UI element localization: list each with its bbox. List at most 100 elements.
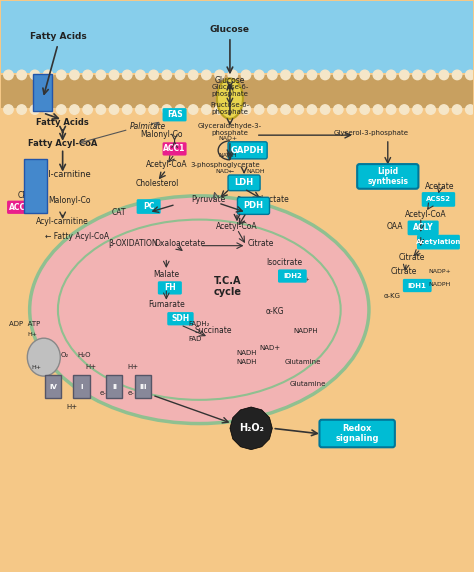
Text: Glucose: Glucose [210,25,250,34]
Circle shape [465,70,474,80]
Circle shape [4,105,13,114]
Circle shape [136,70,145,80]
Circle shape [360,105,369,114]
FancyBboxPatch shape [319,420,395,447]
Circle shape [83,105,92,114]
Text: FADH₂: FADH₂ [189,321,210,327]
Text: β-OXIDATION: β-OXIDATION [109,239,158,248]
Circle shape [201,105,211,114]
FancyBboxPatch shape [163,142,187,156]
Text: ADP  ATP: ADP ATP [9,321,41,327]
Ellipse shape [217,78,243,119]
Text: ACC1: ACC1 [164,144,186,153]
Circle shape [360,70,369,80]
Text: Citrate: Citrate [391,267,418,276]
Text: CAT: CAT [112,208,127,217]
FancyBboxPatch shape [1,1,473,73]
Circle shape [30,105,39,114]
Circle shape [307,70,317,80]
Circle shape [320,105,330,114]
Circle shape [70,70,79,80]
Circle shape [175,105,185,114]
Circle shape [109,70,118,80]
Circle shape [162,105,172,114]
FancyBboxPatch shape [228,175,260,190]
Circle shape [426,70,436,80]
FancyBboxPatch shape [1,75,473,92]
Circle shape [189,105,198,114]
Text: FAS: FAS [167,110,182,119]
Text: ← Fatty Acyl-CoA: ← Fatty Acyl-CoA [45,232,109,241]
Text: FH: FH [164,283,176,292]
Circle shape [43,70,53,80]
Circle shape [17,105,27,114]
Text: Pyruvate: Pyruvate [191,194,226,204]
FancyBboxPatch shape [107,375,122,399]
Circle shape [83,70,92,80]
Text: Oxaloacetate: Oxaloacetate [155,239,206,248]
Text: Acetyl-CoA: Acetyl-CoA [216,222,258,231]
Text: NADP+: NADP+ [428,269,451,274]
Circle shape [122,105,132,114]
Circle shape [465,105,474,114]
Text: IDH1: IDH1 [408,283,427,288]
Text: Acyl-carnitine: Acyl-carnitine [34,170,91,179]
FancyBboxPatch shape [167,312,194,325]
Text: Glucose-6-
phosphate: Glucose-6- phosphate [211,84,249,97]
Text: NADPH: NADPH [293,328,318,335]
Text: Succinate: Succinate [195,327,232,335]
Circle shape [30,70,39,80]
Circle shape [175,70,185,80]
Circle shape [56,105,66,114]
Text: OAA: OAA [387,222,403,231]
Circle shape [215,105,224,114]
Text: Malate: Malate [153,269,179,279]
Text: H+: H+ [85,364,97,370]
Text: e-: e- [128,390,134,396]
Circle shape [136,105,145,114]
Text: Malonyl-Co: Malonyl-Co [48,196,91,205]
FancyBboxPatch shape [24,160,47,213]
Text: Glucose: Glucose [215,76,245,85]
Text: Acetyl-CoA: Acetyl-CoA [405,210,447,219]
Circle shape [347,70,356,80]
Text: Glutamine: Glutamine [290,380,326,387]
Text: GAPDH: GAPDH [231,146,264,155]
Text: T.C.A
cycle: T.C.A cycle [214,276,242,297]
Text: Lactate: Lactate [260,194,289,204]
Circle shape [109,105,118,114]
Circle shape [201,70,211,80]
Circle shape [255,70,264,80]
FancyBboxPatch shape [158,281,182,295]
Text: NAD+: NAD+ [259,345,281,351]
Circle shape [400,70,409,80]
Text: PC: PC [143,202,155,211]
Circle shape [373,70,383,80]
Circle shape [413,105,422,114]
Circle shape [452,105,462,114]
Circle shape [386,105,396,114]
Text: Glycerol-3-phosphate: Glycerol-3-phosphate [334,130,409,136]
FancyBboxPatch shape [357,164,419,189]
Text: NADPH: NADPH [428,282,451,287]
FancyBboxPatch shape [137,199,161,214]
Text: Fatty Acyl-CoA: Fatty Acyl-CoA [28,139,97,148]
Circle shape [96,70,106,80]
Text: PDH: PDH [244,201,264,210]
Text: Fructose-6-
phosphate: Fructose-6- phosphate [210,102,249,116]
Circle shape [294,105,303,114]
Circle shape [228,70,237,80]
Circle shape [162,70,172,80]
Circle shape [294,70,303,80]
Text: Citrate: Citrate [247,239,274,248]
Text: Citrate: Citrate [398,253,425,262]
Text: NADH: NADH [218,153,237,158]
Text: SDH: SDH [171,314,190,323]
Circle shape [281,105,290,114]
Text: H₂O: H₂O [77,352,91,358]
FancyBboxPatch shape [408,221,438,235]
Circle shape [426,105,436,114]
Circle shape [56,70,66,80]
Text: H₂O₂: H₂O₂ [239,423,264,434]
Text: Redox
signaling: Redox signaling [336,424,379,443]
